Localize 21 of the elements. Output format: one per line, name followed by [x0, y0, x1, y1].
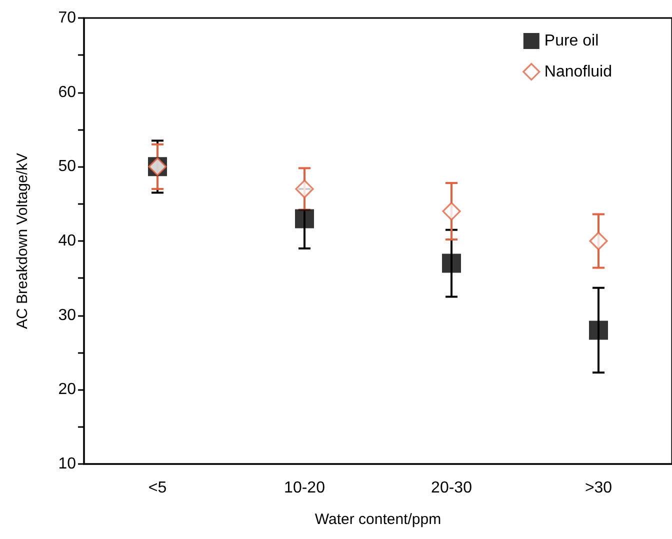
- x-tick-label: 20-30: [431, 480, 472, 496]
- y-axis-title: AC Breakdown Voltage/kV: [14, 153, 31, 329]
- x-axis-title: Water content/ppm: [314, 511, 442, 528]
- y-tick-label: 60: [58, 84, 76, 101]
- legend-label: Nanofluid: [544, 63, 612, 80]
- point: [442, 254, 461, 273]
- point: [589, 232, 608, 250]
- y-tick-label: 50: [58, 158, 76, 176]
- y-tick-label: 20: [58, 381, 76, 398]
- legend-label: Pure oil: [544, 32, 599, 50]
- y-tick-label: 40: [58, 232, 76, 250]
- point: [442, 202, 461, 221]
- y-tick-label: 70: [58, 10, 76, 26]
- point: [295, 180, 314, 198]
- y-tick-label: 10: [58, 456, 76, 472]
- x-tick-label: 10-20: [284, 480, 326, 496]
- point: [589, 320, 608, 340]
- x-tick-label: >30: [584, 480, 612, 496]
- point: [295, 209, 314, 228]
- x-tick-label: <5: [148, 480, 167, 496]
- y-tick-label: 30: [58, 306, 76, 324]
